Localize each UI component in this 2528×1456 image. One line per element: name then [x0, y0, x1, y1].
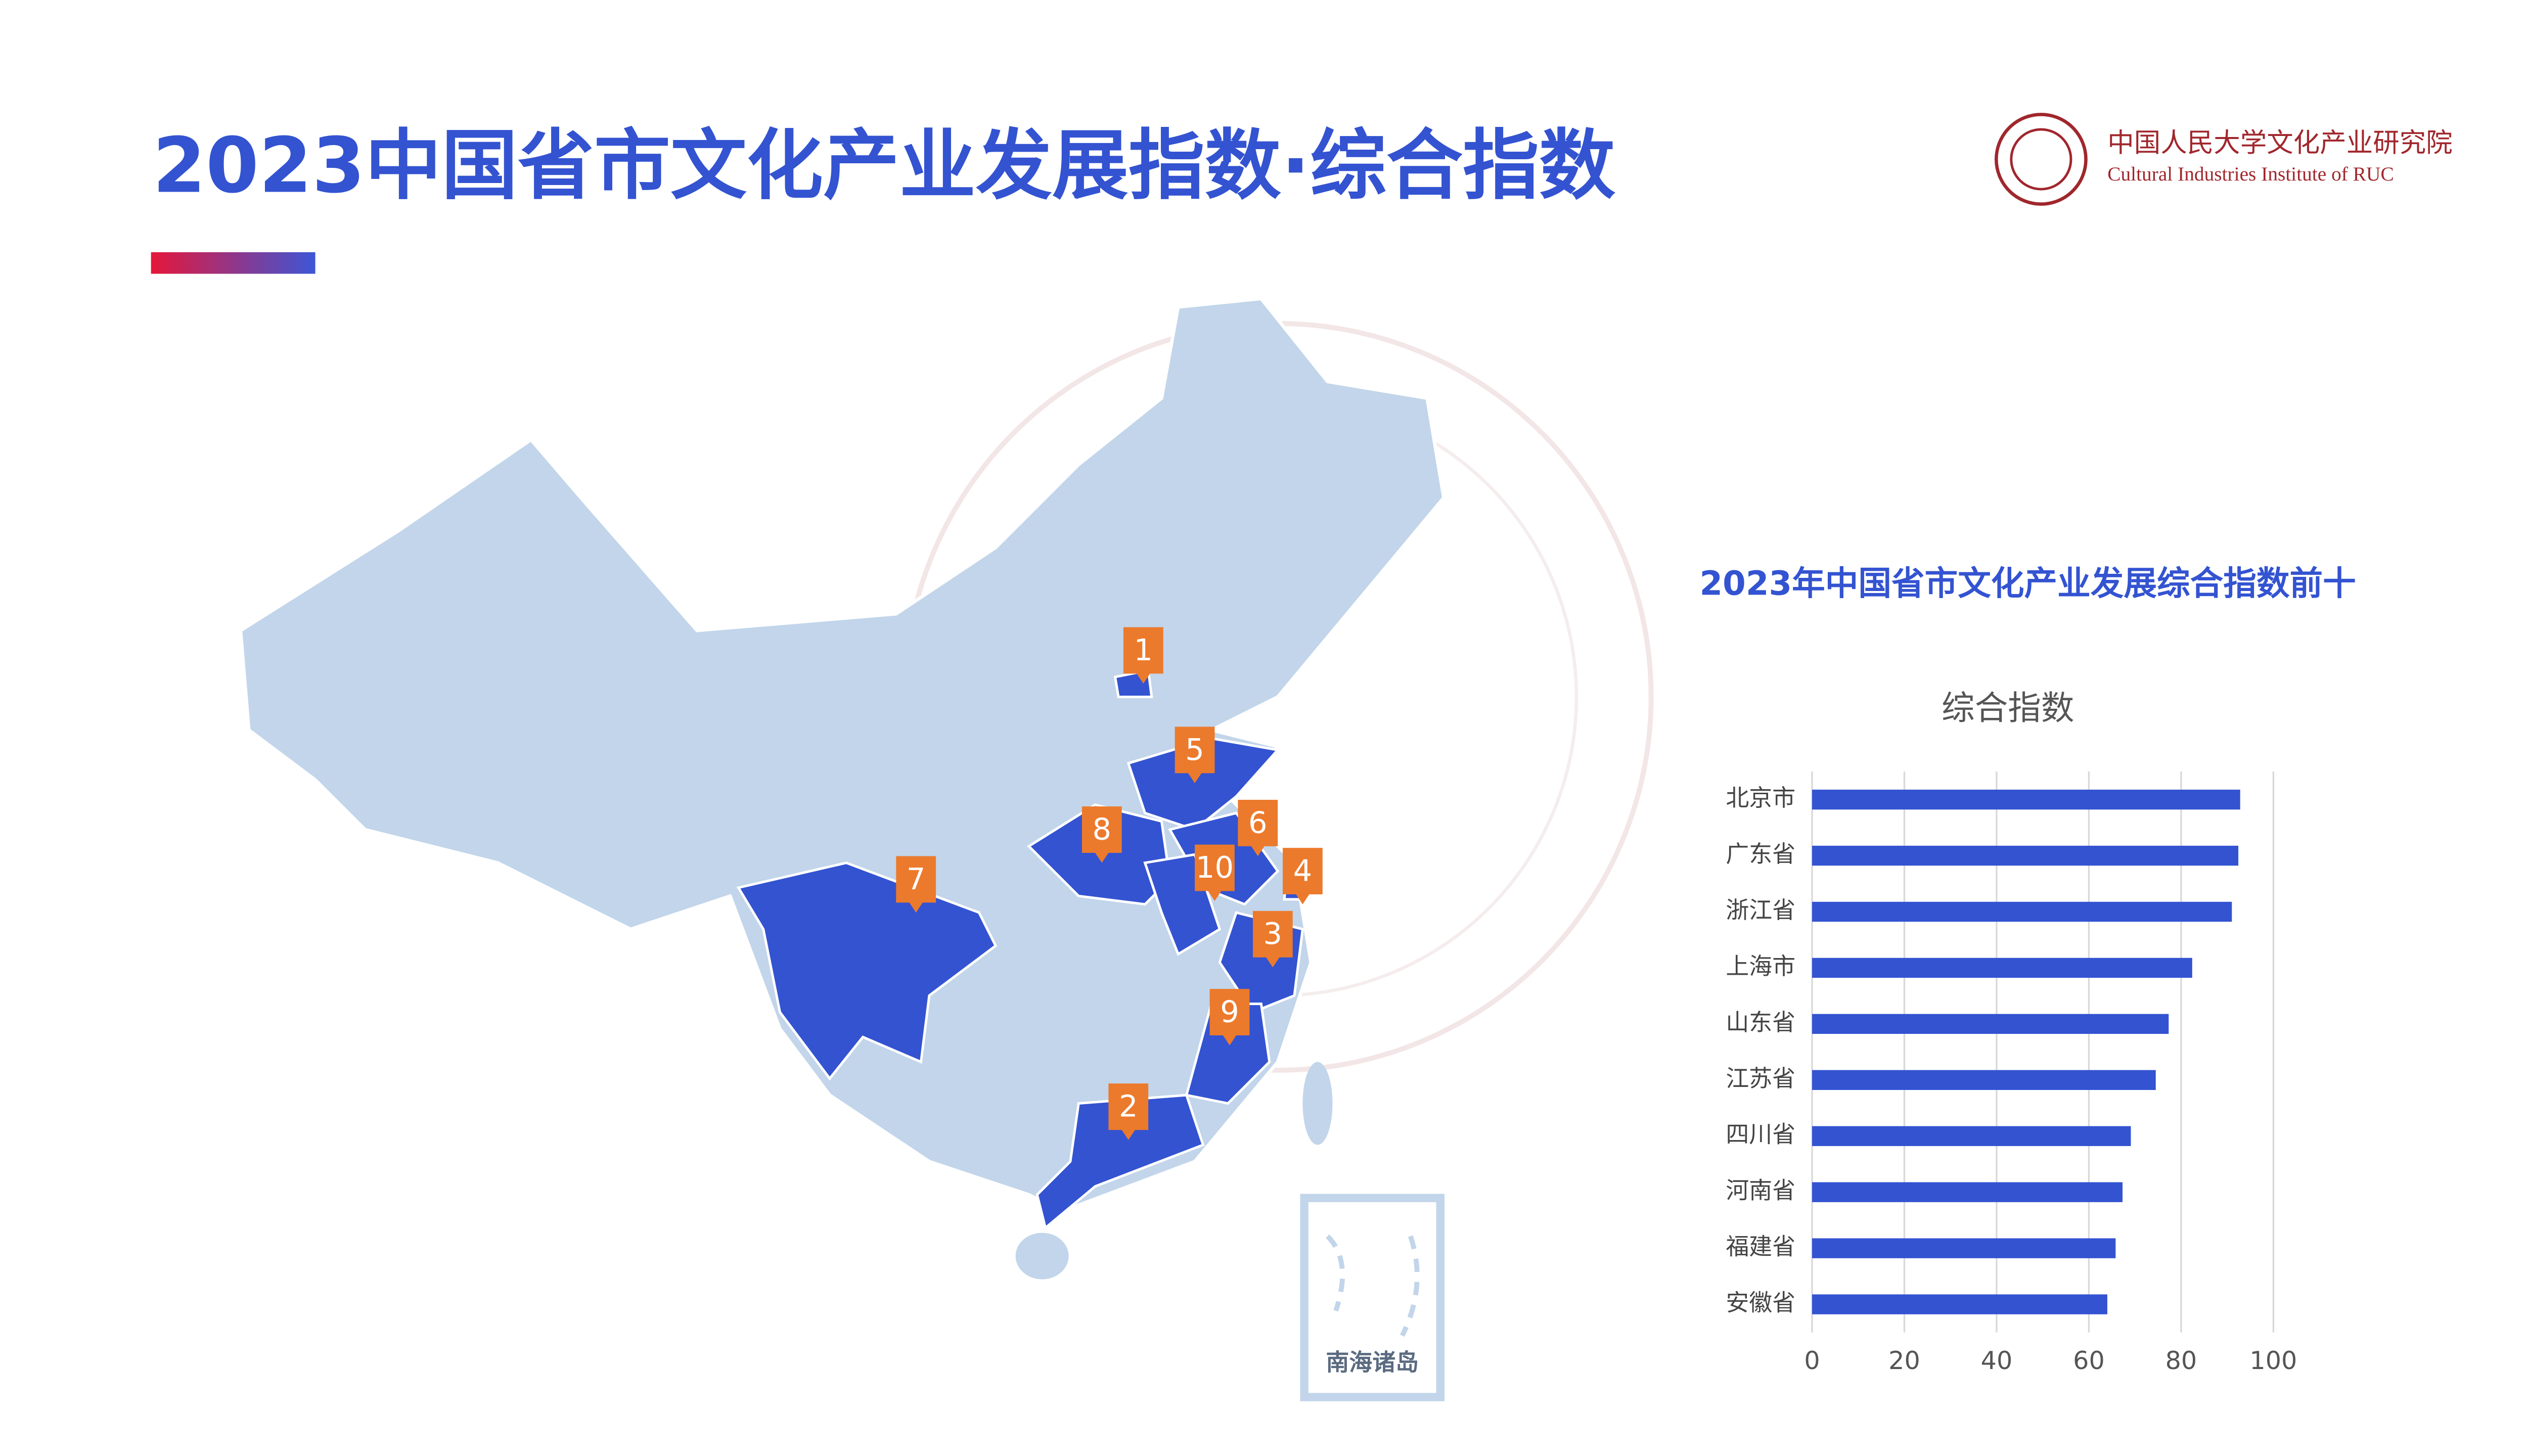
- marker-pin: [1175, 726, 1215, 784]
- x-tick-label: 60: [2073, 1346, 2105, 1375]
- marker-label: 5: [1185, 732, 1204, 767]
- title-accent: [151, 252, 315, 274]
- bar: [1812, 789, 2240, 810]
- map: 南海诸岛: [239, 297, 1446, 1401]
- bar: [1812, 1294, 2107, 1314]
- marker-pin: [1283, 848, 1323, 904]
- bar-chart: 0 20 40 60 80 100 北京市广东省浙江省上海市山东省江苏省四川省河南省福建省安…: [1726, 771, 2297, 1375]
- marker-pin: [1081, 806, 1122, 863]
- marker-pin: [1209, 989, 1250, 1045]
- y-tick-label: 四川省: [1726, 1121, 1795, 1148]
- bar: [1812, 1014, 2169, 1034]
- x-tick-label: 0: [1804, 1346, 1820, 1375]
- bar: [1812, 1238, 2116, 1258]
- bar: [1812, 901, 2232, 922]
- marker-label: 8: [1092, 811, 1111, 846]
- map-markers: 1 2 34 5 6 7 8 9 10: [896, 627, 1323, 1140]
- marker-label: 2: [1119, 1089, 1138, 1124]
- region-guangdong: [1035, 1094, 1205, 1231]
- marker-pin: [1238, 799, 1278, 856]
- marker-pin: [1123, 627, 1163, 684]
- marker-label: 6: [1248, 805, 1268, 840]
- marker-pin: [1252, 911, 1293, 968]
- inset-islands: [1326, 1234, 1420, 1337]
- y-tick-label: 山东省: [1726, 1009, 1795, 1036]
- taiwan: [1302, 1062, 1333, 1145]
- hainan: [1015, 1233, 1069, 1280]
- marker-pin: [1195, 844, 1235, 901]
- x-tick-label: 100: [2249, 1346, 2297, 1375]
- y-tick-label: 浙江省: [1726, 896, 1795, 924]
- y-tick-label: 上海市: [1726, 952, 1795, 980]
- page-title: 2023中国省市文化产业发展指数·综合指数: [153, 121, 1615, 210]
- y-tick-label: 河南省: [1726, 1177, 1795, 1204]
- bar: [1812, 1182, 2123, 1202]
- china-outline: [239, 297, 1446, 1213]
- x-tick-label: 80: [2165, 1346, 2197, 1375]
- bar: [1812, 1070, 2156, 1090]
- marker-label: 3: [1263, 916, 1283, 951]
- bar: [1812, 958, 2192, 978]
- logo-seal: [1995, 113, 2088, 206]
- y-tick-label: 北京市: [1726, 784, 1795, 811]
- bar: [1812, 1126, 2131, 1146]
- marker-pin: [896, 856, 936, 913]
- bar: [1812, 845, 2239, 866]
- marker-label: 10: [1196, 850, 1234, 885]
- marker-label: 7: [907, 861, 926, 896]
- marker-label: 1: [1134, 632, 1153, 667]
- x-tick-label: 20: [1888, 1346, 1920, 1375]
- y-tick-label: 安徽省: [1726, 1289, 1795, 1316]
- x-tick-label: 40: [1981, 1346, 2013, 1375]
- series-label: 综合指数: [1942, 689, 2074, 727]
- inset-frame: [1300, 1194, 1445, 1401]
- inset-label: 南海诸岛: [1326, 1348, 1419, 1376]
- y-tick-label: 广东省: [1726, 840, 1795, 868]
- logo-seal-inner: [2010, 128, 2072, 191]
- y-tick-label: 福建省: [1726, 1233, 1795, 1260]
- marker-label: 9: [1220, 994, 1239, 1029]
- marker-label: 4: [1293, 853, 1313, 888]
- chart-title: 2023年中国省市文化产业发展综合指数前十: [1700, 565, 2356, 603]
- logo-en: Cultural Industries Institute of RUC: [2107, 163, 2394, 185]
- marker-pin: [1108, 1083, 1149, 1140]
- logo-cn: 中国人民大学文化产业研究院: [2107, 127, 2453, 158]
- y-tick-label: 江苏省: [1726, 1065, 1795, 1092]
